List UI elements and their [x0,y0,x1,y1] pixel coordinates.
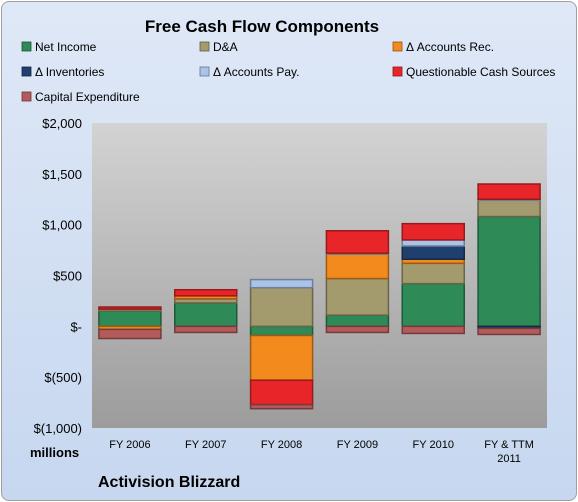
legend-swatch [21,91,32,102]
bar-segment [98,328,162,340]
bar-segment [249,403,314,410]
x-axis-categories: FY 2006 FY 2007 FY 2008 FY 2009 FY 2010 FY & … [109,439,534,465]
bar-segment [477,215,541,328]
legend-swatch [392,66,403,77]
legend-swatch [199,66,210,77]
chart-title: Free Cash Flow Components [145,17,379,36]
bar-segment [174,288,238,297]
legend-label: Questionable Cash Sources [406,65,555,79]
legend-label: Net Income [35,40,97,54]
bar-segment [401,239,465,247]
y-tick-label: $2,000 [42,116,82,131]
legend-label: Δ Accounts Pay. [213,65,300,79]
company-label: Activision Blizzard [98,474,240,491]
bar-segment [401,245,465,260]
bar-segment [325,230,390,254]
legend-label: Δ Inventories [35,65,104,79]
bar-segment [325,314,390,328]
y-tick-label: $500 [53,269,82,284]
bar-segment [249,278,314,289]
legend-label: Capital Expenditure [35,90,140,104]
bar-segment [249,334,314,381]
legend: Net Income D&A Δ Accounts Rec. Δ Inventorie… [21,40,555,104]
bar-segment [174,302,238,328]
bar-segment [325,325,390,334]
bar-segment [401,262,465,285]
legend-swatch [21,66,32,77]
plot-area [92,123,547,428]
bar-segment [249,379,314,406]
y-tick-label: $(500) [44,370,82,385]
bar-segment [401,282,465,328]
y-axis-ticks: $(1,000) $(500) $- $500 $1,000 $1,500 $2,000 [34,116,82,436]
legend-label: D&A [213,40,238,54]
bar-segment [325,277,390,316]
bar-segment [477,199,541,218]
bar-segment [477,327,541,336]
x-category-label: FY 2009 [337,439,378,451]
legend-label: Δ Accounts Rec. [406,40,494,54]
y-tick-label: $- [70,319,82,334]
bars [98,183,541,410]
y-tick-label: $1,500 [42,167,82,182]
bar-segment [98,310,162,328]
legend-swatch [392,41,403,52]
x-category-label: FY & TTM 2011 [484,439,534,465]
y-tick-label: $(1,000) [34,421,82,436]
bar-segment [325,253,390,280]
bar-segment [249,325,314,337]
bar-segment [401,222,465,241]
legend-swatch [21,41,32,52]
bar-segment [249,286,314,328]
x-category-label: FY 2006 [109,439,150,451]
x-category-label: FY 2007 [185,439,226,451]
bar-segment [401,325,465,335]
x-category-label: FY 2010 [413,439,454,451]
y-tick-label: $1,000 [42,218,82,233]
units-label: millions [30,445,79,460]
bar-segment [174,325,238,334]
legend-swatch [199,41,210,52]
bar-segment [477,183,541,200]
bar-segment [98,306,162,310]
x-category-label: FY 2008 [261,439,302,451]
